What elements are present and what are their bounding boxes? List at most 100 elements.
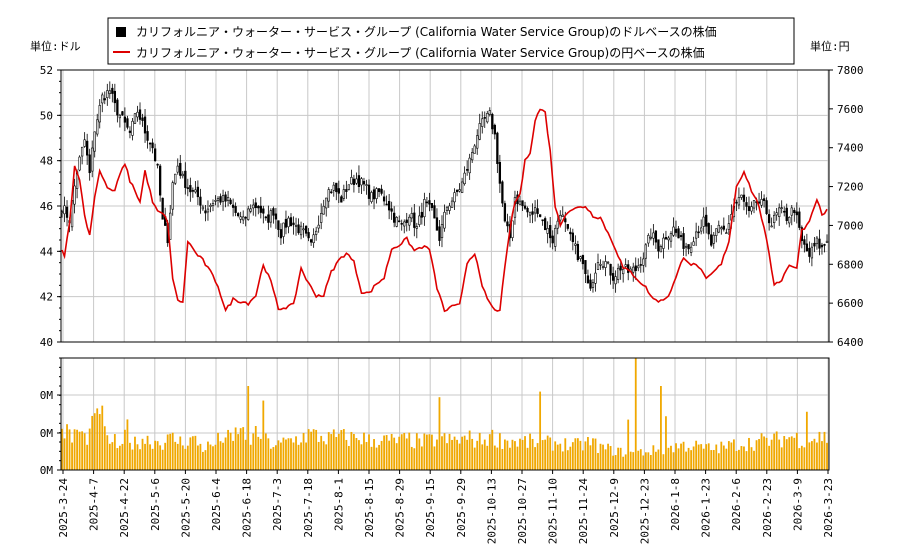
volume-bar — [244, 439, 247, 470]
candle-body — [559, 215, 562, 221]
candle-body — [692, 241, 695, 246]
candle-body — [574, 243, 577, 246]
volume-bar — [720, 441, 723, 470]
volume-bar — [670, 445, 672, 470]
candle-body — [662, 237, 665, 249]
volume-bar — [509, 447, 511, 470]
candle-body — [496, 132, 499, 164]
candle-body — [408, 216, 411, 226]
candle-body — [377, 188, 381, 192]
candle-body — [549, 225, 552, 239]
left-tick-label: 42 — [40, 291, 53, 304]
candle-body — [775, 212, 778, 216]
jpy-price-line — [61, 108, 828, 313]
volume-bar — [521, 439, 524, 470]
left-tick-label: 46 — [40, 200, 53, 213]
candle-body — [65, 206, 69, 218]
candle-body — [531, 211, 534, 215]
candle-body — [735, 201, 738, 204]
candle-body — [576, 244, 580, 261]
volume-bar — [277, 440, 280, 470]
x-tick-label: 2025-12-9 — [608, 478, 621, 538]
volume-bar — [665, 416, 667, 470]
volume-bar — [519, 438, 521, 470]
candle-body — [78, 156, 81, 171]
volume-bar — [722, 445, 725, 470]
volume-bar — [194, 435, 197, 470]
volume-bar — [778, 439, 781, 470]
volume-bar — [697, 444, 700, 470]
x-axis: 2025-3-24 2025-4-7 2025-4-22 2025-5-6 2025-5… — [57, 470, 835, 544]
volume-bar — [272, 447, 275, 470]
volume-bar — [667, 447, 670, 470]
volume-bar — [134, 436, 136, 470]
x-tick-label: 2025-10-27 — [516, 478, 529, 544]
candle-body — [375, 188, 378, 199]
volume-bar — [516, 446, 519, 470]
candle-body — [609, 263, 612, 276]
candle-body — [385, 203, 388, 206]
candle-body — [355, 178, 358, 184]
candle-body — [425, 201, 429, 204]
candle-body — [113, 90, 116, 104]
volume-bar — [571, 442, 574, 470]
candle-body — [672, 226, 675, 236]
volume-bar — [443, 433, 446, 470]
candle-body — [808, 247, 811, 257]
volume-bar — [101, 405, 104, 470]
candle-body — [579, 256, 582, 259]
candle-body — [106, 90, 109, 98]
volume-bar — [415, 433, 418, 470]
candle-body — [765, 200, 768, 214]
candle-body — [591, 282, 595, 288]
volume-bar — [790, 436, 793, 470]
legend-usd-marker — [116, 27, 126, 37]
candle-body — [747, 206, 751, 212]
candle-body — [302, 228, 305, 231]
volume-bar — [539, 391, 542, 470]
volume-bar — [403, 432, 406, 470]
candle-body — [294, 225, 298, 227]
candle-body — [659, 246, 663, 253]
volume-bar — [355, 438, 358, 470]
candle-body — [778, 207, 781, 217]
volume-bar — [61, 428, 63, 470]
volume-bar — [151, 448, 154, 470]
candle-body — [544, 218, 547, 231]
candle-body — [793, 209, 796, 214]
volume-bar — [725, 448, 728, 470]
candle-body — [538, 214, 542, 217]
candle-body — [526, 208, 529, 213]
candle-body — [700, 227, 703, 232]
candle-body — [674, 228, 678, 233]
volume-bar — [566, 450, 569, 470]
volume-bar — [569, 446, 572, 470]
x-tick-label: 2025-7-3 — [271, 478, 284, 531]
candle-body — [231, 204, 235, 208]
candle-body — [370, 192, 373, 203]
x-tick-label: 2025-10-13 — [485, 478, 498, 544]
volume-bar — [554, 441, 557, 470]
volume-bar — [524, 436, 526, 470]
volume-bar — [748, 437, 750, 470]
volume-bar — [584, 441, 587, 470]
candle-body — [483, 117, 486, 119]
volume-bar — [690, 450, 693, 470]
candle-body — [694, 231, 698, 239]
candle-body — [101, 94, 104, 104]
candle-body — [717, 224, 720, 233]
volume-bar — [400, 434, 403, 470]
volume-bar — [680, 443, 682, 470]
volume-bar — [345, 439, 348, 470]
candle-body — [455, 189, 459, 193]
candle-body — [745, 202, 748, 207]
candle-body — [420, 211, 424, 218]
candle-body — [184, 170, 187, 188]
candle-body — [810, 246, 814, 259]
x-tick-label: 2025-8-29 — [394, 478, 407, 538]
candle-body — [138, 109, 142, 120]
candle-body — [204, 210, 207, 214]
volume-bar — [493, 445, 496, 470]
volume-bar — [342, 429, 345, 470]
volume-bar — [312, 429, 315, 470]
